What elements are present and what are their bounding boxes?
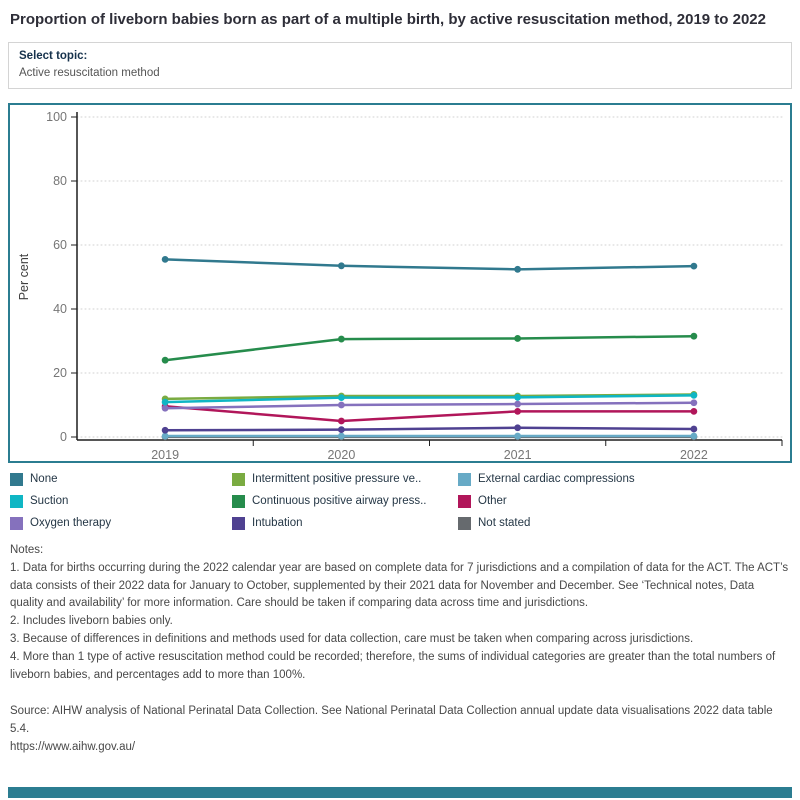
data-point[interactable] [161,432,169,440]
legend-swatch [10,516,23,530]
legend-swatch [232,494,245,508]
x-tick-label: 2021 [504,448,532,461]
y-tick-label: 20 [53,366,67,380]
note-line: 3. Because of differences in definitions… [10,633,694,646]
source-url: https://www.aihw.gov.au/ [10,741,136,754]
legend-swatch [10,472,23,486]
x-tick-label: 2020 [327,448,355,461]
chart-legend: None Intermittent positive pressure ve.. E… [10,472,800,531]
data-point[interactable] [690,391,698,399]
data-point[interactable] [337,394,345,401]
data-point[interactable] [514,265,522,273]
data-point[interactable] [514,424,522,431]
legend-item[interactable]: External cardiac compressions [458,472,800,487]
series-line[interactable] [163,393,696,404]
data-point[interactable] [161,426,169,434]
legend-label: Intubation [252,516,303,529]
legend-label: Intermittent positive pressure ve.. [252,472,422,485]
legend-item[interactable]: Intermittent positive pressure ve.. [232,472,458,487]
legend-label: Other [478,494,507,507]
data-point[interactable] [337,401,345,409]
legend-swatch [10,494,23,508]
y-tick-label: 80 [53,174,67,188]
y-axis-title: Per cent [17,253,31,300]
data-point[interactable] [161,255,169,263]
page-title: Proportion of liveborn babies born as pa… [10,11,766,28]
legend-label: Not stated [478,516,531,529]
notes-heading: Notes: [10,543,44,556]
legend-label: None [30,472,58,485]
data-point[interactable] [161,404,169,412]
data-point[interactable] [690,332,698,340]
legend-swatch [232,516,245,530]
data-point[interactable] [690,425,698,433]
legend-item[interactable]: Continuous positive airway press.. [232,494,458,509]
y-tick-label: 40 [53,302,67,316]
data-point[interactable] [690,407,698,415]
topic-selector[interactable]: Select topic: Active resuscitation metho… [8,41,792,89]
data-point[interactable] [161,398,169,406]
legend-item[interactable]: Suction [10,494,232,509]
x-tick-label: 2022 [680,448,708,461]
note-line: 4. More than 1 type of active resuscitat… [10,651,776,682]
data-point[interactable] [337,417,345,425]
series-line[interactable] [163,404,696,423]
data-point[interactable] [337,432,345,440]
legend-item[interactable]: Not stated [458,516,800,531]
legend-swatch [458,472,471,486]
legend-swatch [232,472,245,486]
legend-item[interactable]: Other [458,494,800,509]
data-point[interactable] [161,356,169,364]
legend-label: Continuous positive airway press.. [252,494,427,507]
note-line: 2. Includes liveborn babies only. [10,615,173,628]
legend-item[interactable]: Intubation [232,516,458,531]
footer-accent-bar [8,787,792,798]
legend-swatch [458,516,471,530]
data-point[interactable] [514,393,522,401]
chart-container: 0 20 40 60 80 100 2019 2020 2021 2022 Per cent [8,102,792,463]
data-point[interactable] [337,262,345,270]
data-point[interactable] [690,399,698,407]
legend-swatch [458,494,471,508]
data-point[interactable] [514,334,522,342]
topic-selector-value[interactable]: Active resuscitation method [19,66,160,79]
series-line[interactable] [163,257,696,271]
legend-item[interactable]: None [10,472,232,487]
y-tick-label: 0 [60,430,67,444]
y-tick-label: 60 [53,238,67,252]
legend-label: Suction [30,494,69,507]
source-text: Source: AIHW analysis of National Perina… [10,705,773,736]
legend-item[interactable]: Oxygen therapy [10,516,232,531]
notes-block: Notes: 1. Data for births occurring duri… [10,542,790,757]
data-point[interactable] [514,400,522,408]
y-tick-label: 100 [46,110,67,124]
series-line[interactable] [163,426,696,432]
note-line: 1. Data for births occurring during the … [10,561,789,610]
line-chart-svg[interactable]: 0 20 40 60 80 100 2019 2020 2021 2022 Per cent [10,105,790,461]
data-point[interactable] [337,335,345,343]
legend-label: Oxygen therapy [30,516,112,529]
legend-label: External cardiac compressions [478,472,635,485]
data-point[interactable] [514,407,522,415]
data-point[interactable] [690,262,698,270]
series-line[interactable] [163,401,696,410]
data-point[interactable] [514,432,522,440]
data-point[interactable] [337,426,345,433]
data-point[interactable] [690,432,698,440]
series-line[interactable] [163,334,696,362]
x-tick-label: 2019 [151,448,179,461]
topic-selector-label: Select topic: [19,49,88,62]
